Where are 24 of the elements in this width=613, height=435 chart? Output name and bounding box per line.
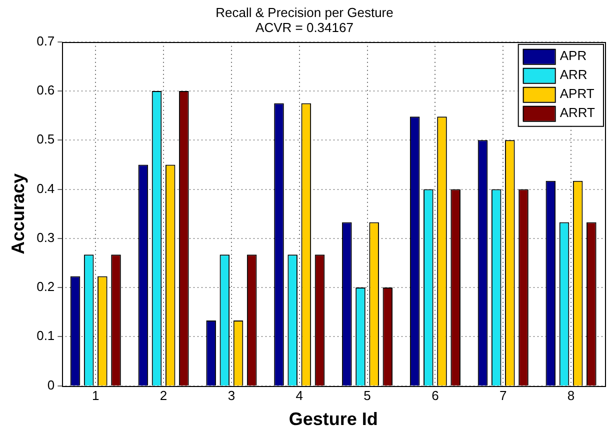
y-tick-label: 0.1 (36, 328, 55, 344)
y-tick-label: 0 (47, 377, 55, 392)
y-tick-label: 0.3 (36, 230, 55, 245)
chart-subtitle: ACVR = 0.34167 (256, 20, 354, 36)
legend-label: ARRT (560, 104, 596, 120)
y-tick-label: 0.6 (36, 82, 55, 98)
x-axis-title: Gesture Id (288, 409, 378, 430)
x-tick-label: 6 (432, 388, 439, 404)
x-tick-label: 3 (228, 388, 236, 404)
x-tick-label: 5 (364, 388, 371, 404)
x-tick-label: 2 (160, 388, 168, 404)
chart-title: Recall & Precision per Gesture (216, 5, 394, 20)
y-tick-label: 0.2 (36, 279, 55, 294)
y-tick-label: 0.4 (36, 180, 55, 196)
legend-label: ARR (560, 66, 588, 82)
legend-label: APR (560, 48, 587, 63)
y-tick-label: 0.7 (36, 33, 55, 48)
legend-label: APRT (560, 86, 594, 101)
y-tick-label: 0.5 (36, 132, 55, 147)
x-tick-label: 7 (500, 388, 507, 404)
x-tick-label: 4 (296, 388, 303, 404)
x-tick-label: 8 (567, 388, 575, 404)
y-axis-title: Accuracy (8, 173, 28, 254)
x-tick-label: 1 (92, 388, 100, 404)
